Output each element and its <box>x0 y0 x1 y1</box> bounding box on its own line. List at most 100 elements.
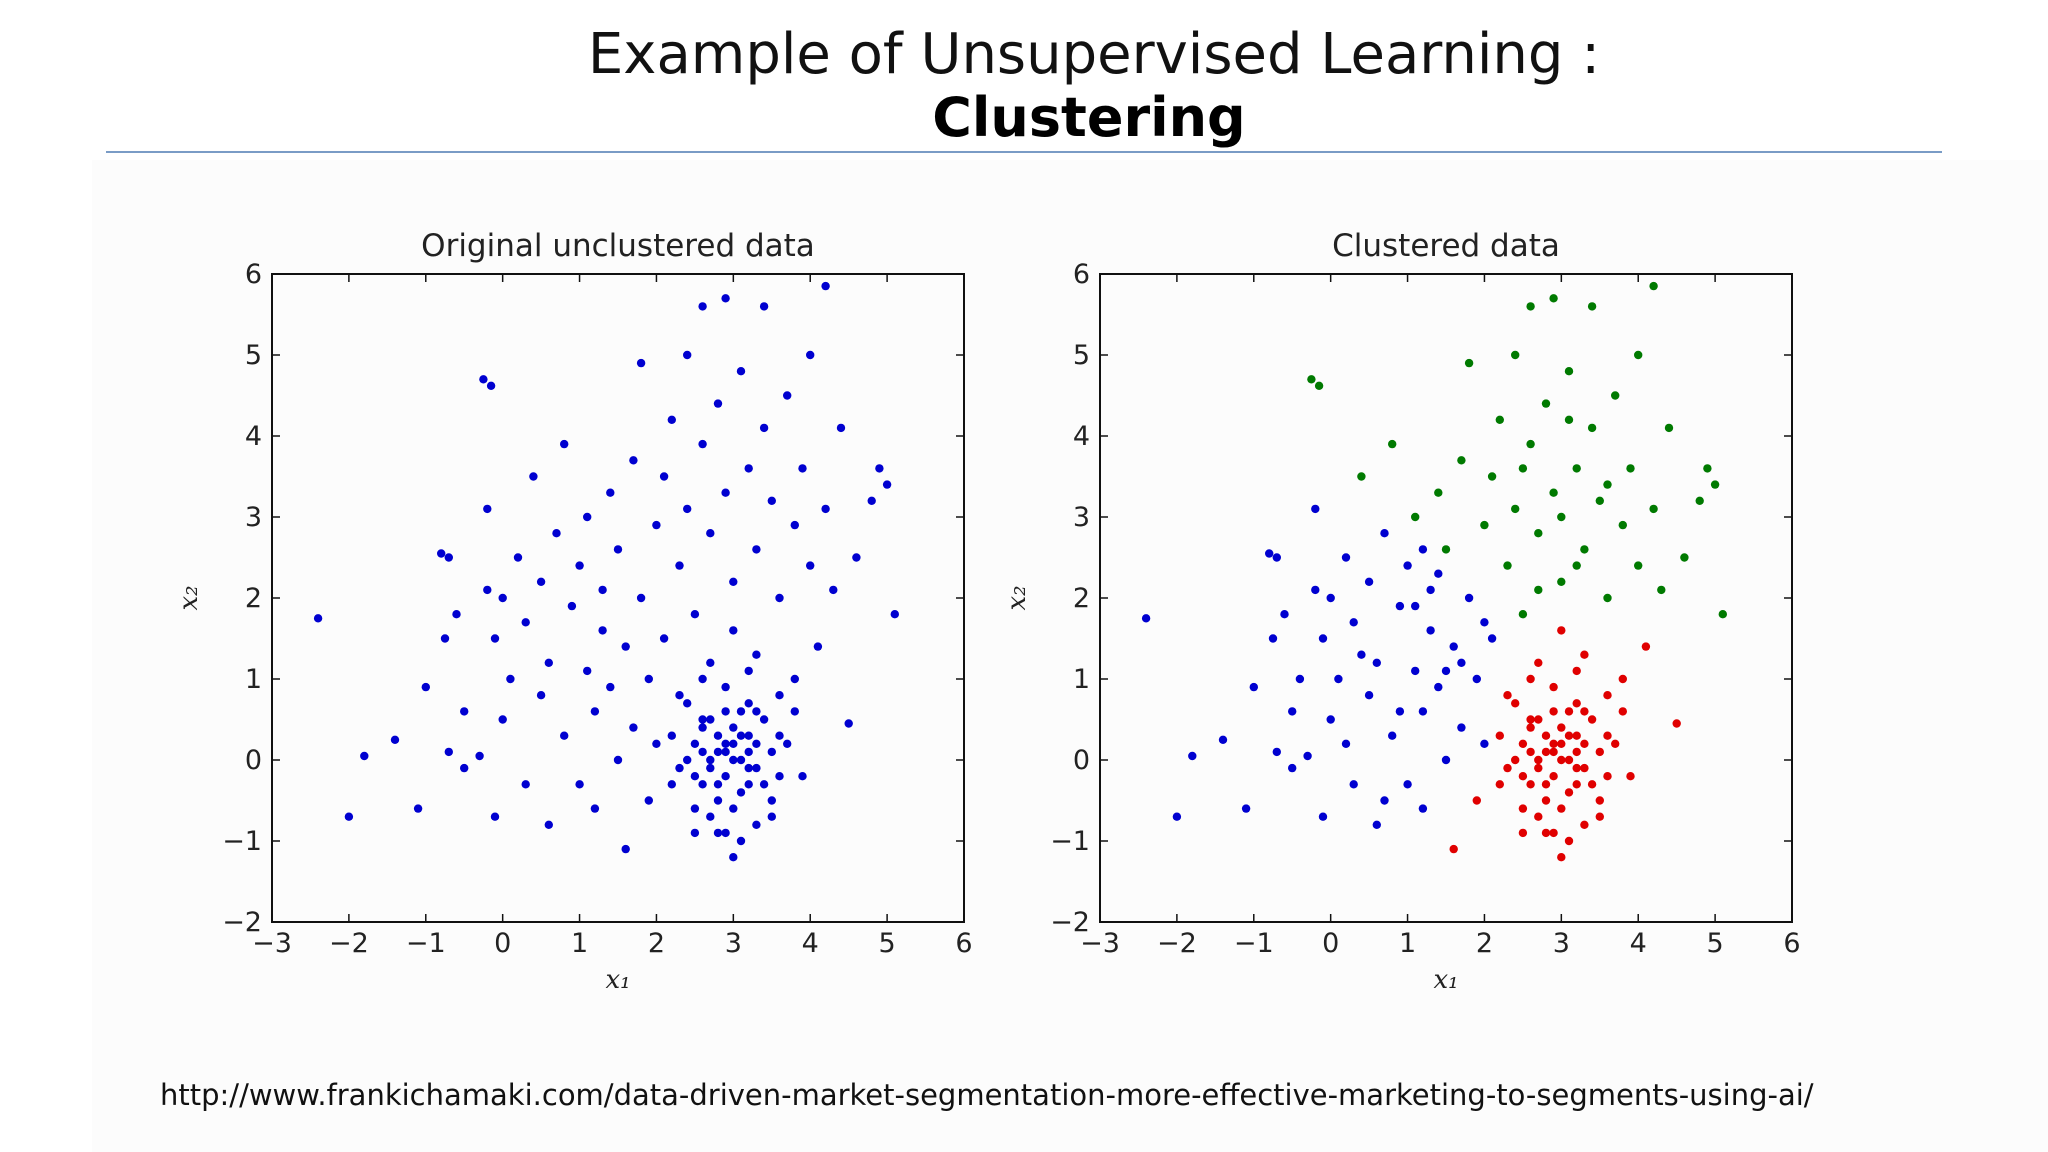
data-point <box>536 577 546 586</box>
data-point <box>652 739 661 748</box>
data-point <box>444 747 453 757</box>
data-point <box>698 302 707 311</box>
x-tick-label: −2 <box>329 928 369 959</box>
data-point <box>1334 674 1343 684</box>
data-point <box>1357 650 1366 659</box>
data-point <box>1718 610 1728 619</box>
x-axis-label: x₁ <box>1433 965 1458 995</box>
data-point <box>882 480 892 489</box>
data-point <box>1526 723 1535 732</box>
data-point <box>1411 601 1420 611</box>
y-tick-label: 2 <box>1073 583 1090 614</box>
y-tick-label: −1 <box>222 826 262 857</box>
data-point <box>1503 763 1512 773</box>
data-point <box>759 715 769 724</box>
data-point <box>1557 739 1566 748</box>
data-point <box>744 464 753 473</box>
data-point <box>752 820 761 829</box>
data-point <box>1480 739 1489 748</box>
x-tick-label: −1 <box>1234 928 1274 959</box>
x-tick-label: 2 <box>648 928 665 959</box>
data-point <box>1557 723 1566 732</box>
data-point <box>1564 731 1574 740</box>
data-point <box>690 804 700 813</box>
y-tick-label: 4 <box>245 421 262 452</box>
data-point <box>1595 747 1605 757</box>
data-point <box>1710 480 1720 489</box>
data-point <box>1364 691 1374 700</box>
y-tick-label: 3 <box>245 502 262 533</box>
data-point <box>1634 561 1643 570</box>
data-point <box>1549 828 1558 838</box>
data-point <box>1534 658 1543 667</box>
data-point <box>721 707 730 716</box>
data-point <box>1587 715 1597 724</box>
source-link[interactable]: http://www.frankichamaki.com/data-driven… <box>160 1078 1814 1112</box>
data-point <box>1618 674 1628 684</box>
data-point <box>729 804 738 813</box>
data-point <box>1218 735 1228 744</box>
data-point <box>544 820 553 829</box>
chart-title: Original unclustered data <box>421 228 815 264</box>
slide-title: Example of Unsupervised Learning : <box>587 22 1601 87</box>
data-point <box>452 610 461 619</box>
data-point <box>813 642 823 651</box>
x-tick-label: −1 <box>406 928 446 959</box>
data-point <box>736 836 746 846</box>
data-point <box>521 618 530 627</box>
data-point <box>483 504 492 514</box>
data-point <box>706 812 715 821</box>
data-point <box>729 853 738 862</box>
data-point <box>1557 626 1566 635</box>
chart-title: Clustered data <box>1332 228 1560 264</box>
data-point <box>1526 780 1535 789</box>
data-point <box>1326 715 1335 724</box>
data-point <box>698 780 707 789</box>
data-point <box>744 699 753 708</box>
data-point <box>1188 751 1197 761</box>
data-point <box>875 464 884 473</box>
data-point <box>1272 553 1282 562</box>
data-point <box>683 350 692 360</box>
data-point <box>1587 780 1597 789</box>
data-point <box>1626 464 1635 473</box>
data-point <box>806 350 815 360</box>
data-point <box>560 439 569 449</box>
data-point <box>1587 423 1597 433</box>
data-point <box>821 281 830 291</box>
data-point <box>475 751 484 761</box>
data-point <box>360 751 369 761</box>
data-point <box>544 658 553 667</box>
data-point <box>1587 302 1597 311</box>
data-point <box>1503 691 1512 700</box>
data-point <box>460 763 469 773</box>
data-point <box>775 772 784 781</box>
data-point <box>721 488 730 497</box>
data-point <box>1372 820 1382 829</box>
data-point <box>1657 585 1666 595</box>
data-point <box>729 577 738 586</box>
data-point <box>1288 763 1297 773</box>
data-point <box>1526 715 1535 724</box>
data-point <box>1557 512 1566 522</box>
data-point <box>529 472 538 481</box>
data-point <box>1495 731 1505 740</box>
data-point <box>698 674 707 684</box>
data-point <box>1518 464 1528 473</box>
data-point <box>1603 480 1612 489</box>
data-point <box>1418 545 1428 554</box>
data-point <box>1318 812 1328 821</box>
y-tick-label: −1 <box>1050 826 1090 857</box>
data-point <box>736 707 746 716</box>
title-divider <box>106 151 1942 153</box>
data-point <box>444 553 453 562</box>
data-point <box>798 772 807 781</box>
data-point <box>721 828 730 838</box>
data-point <box>1349 780 1358 789</box>
data-point <box>613 545 623 554</box>
data-point <box>690 739 700 748</box>
data-point <box>736 788 746 797</box>
data-point <box>1380 529 1389 538</box>
data-point <box>821 504 830 514</box>
y-tick-label: 6 <box>1073 259 1090 290</box>
